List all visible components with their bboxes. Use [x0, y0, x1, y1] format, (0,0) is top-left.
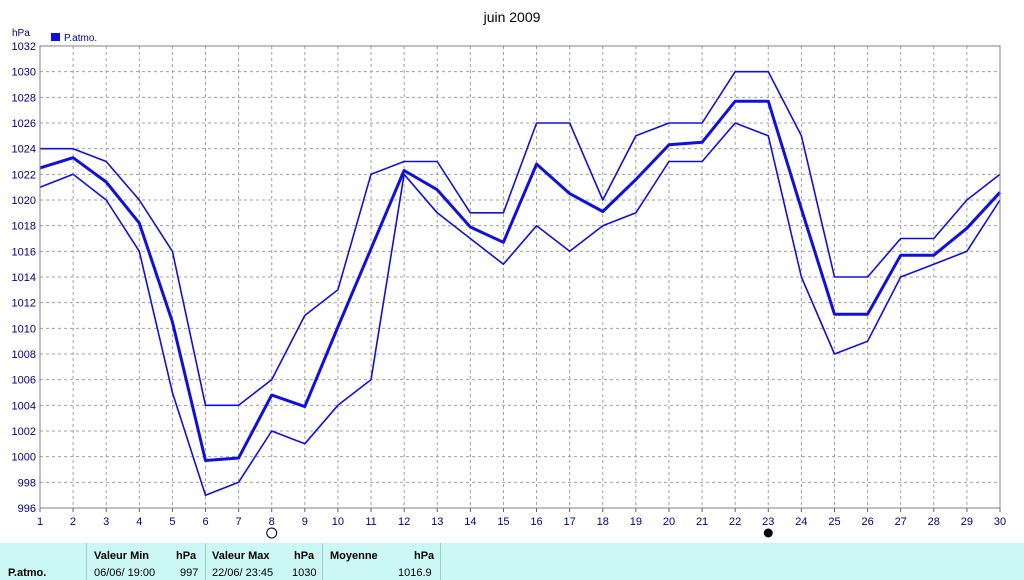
series-line-mean: [39, 99, 1002, 462]
y-tick-label: 996: [18, 503, 36, 515]
x-tick-labels: 1 2 3 4 5 6 7 8 9 10 11 12 13 14 15 16 17 18 19 20 21 22 23 24 2…: [37, 516, 1006, 528]
x-tick-label: 1: [37, 516, 43, 528]
stats-divider: [86, 543, 87, 580]
new-moon-icon: [266, 527, 278, 539]
y-tick-label: 1006: [12, 375, 36, 387]
stats-avg-unit: hPa: [414, 550, 435, 562]
x-tick-label: 18: [597, 516, 609, 528]
series-lines: [39, 70, 1002, 497]
x-tick-label: 21: [696, 516, 708, 528]
stats-max-value: 1030: [292, 567, 317, 579]
y-tick-label: 1020: [12, 195, 36, 207]
x-tick-label: 2: [70, 516, 76, 528]
x-tick-label: 12: [398, 516, 410, 528]
y-tick-label: 1004: [12, 400, 36, 412]
x-tick-label: 23: [762, 516, 774, 528]
x-tick-label: 15: [497, 516, 509, 528]
stats-max-date: 22/06/ 23:45: [212, 567, 274, 579]
x-tick-label: 7: [236, 516, 242, 528]
grid: [39, 45, 1001, 512]
x-tick-label: 14: [464, 516, 476, 528]
series-line-min: [39, 122, 1001, 497]
stats-min-date: 06/06/ 19:00: [94, 567, 156, 579]
plot-frame: [39, 45, 1001, 509]
stats-row-label: P.atmo.: [8, 567, 47, 579]
x-tick-label: 3: [103, 516, 109, 528]
x-tick-label: 22: [729, 516, 741, 528]
y-tick-label: 1000: [12, 452, 36, 464]
x-tick-label: 30: [994, 516, 1006, 528]
stats-max-header: Valeur Max: [212, 550, 270, 562]
y-tick-label: 1026: [12, 118, 36, 130]
stats-divider: [322, 543, 323, 580]
x-tick-label: 25: [828, 516, 840, 528]
y-tick-label: 1018: [12, 221, 36, 233]
moon-markers: [266, 527, 773, 539]
x-tick-label: 26: [861, 516, 873, 528]
x-tick-label: 8: [269, 516, 275, 528]
stats-avg-header: Moyenne: [330, 550, 378, 562]
full-moon-icon: [763, 528, 773, 538]
x-tick-label: 9: [302, 516, 308, 528]
x-tick-label: 13: [431, 516, 443, 528]
y-tick-label: 1002: [12, 426, 36, 438]
y-tick-label: 1032: [12, 41, 36, 53]
pressure-chart: juin 2009 hPa P.atmo. 996 998 1000 1002 1004…: [12, 9, 1006, 539]
y-tick-label: 1022: [12, 169, 36, 181]
y-tick-label: 1010: [12, 323, 36, 335]
x-tick-label: 16: [530, 516, 542, 528]
stats-min-unit: hPa: [176, 550, 197, 562]
legend-swatch: [51, 33, 60, 41]
x-tick-label: 19: [630, 516, 642, 528]
stats-bar: P.atmo. Valeur Min hPa 06/06/ 19:00 997 …: [0, 543, 1024, 580]
y-tick-label: 1028: [12, 92, 36, 104]
x-tick-label: 27: [895, 516, 907, 528]
legend-label: P.atmo.: [64, 33, 97, 44]
x-tick-label: 4: [136, 516, 142, 528]
y-tick-labels: 996 998 1000 1002 1004 1006 1008 1010 1012 1014 10…: [12, 41, 36, 515]
stats-avg-value: 1016.9: [398, 567, 432, 579]
stats-max-unit: hPa: [294, 550, 315, 562]
y-tick-label: 1014: [12, 272, 36, 284]
stats-min-header: Valeur Min: [94, 550, 150, 562]
chart-title: juin 2009: [483, 9, 541, 25]
x-tick-label: 6: [202, 516, 208, 528]
x-tick-label: 28: [928, 516, 940, 528]
y-tick-label: 1024: [12, 144, 36, 156]
y-tick-label: 998: [18, 477, 36, 489]
y-tick-label: 1012: [12, 298, 36, 310]
x-tick-label: 10: [332, 516, 344, 528]
stats-divider: [205, 543, 206, 580]
y-tick-label: 1016: [12, 246, 36, 258]
stats-min-value: 997: [180, 567, 199, 579]
x-tick-label: 24: [795, 516, 807, 528]
series-line-max: [40, 70, 1001, 407]
x-tick-label: 11: [365, 516, 376, 528]
x-tick-label: 17: [564, 516, 576, 528]
x-tick-label: 20: [663, 516, 675, 528]
x-tick-label: 5: [169, 516, 175, 528]
y-axis-unit: hPa: [12, 28, 30, 39]
y-tick-label: 1008: [12, 349, 36, 361]
stats-divider: [440, 543, 441, 580]
x-tick-label: 29: [961, 516, 973, 528]
y-tick-label: 1030: [12, 67, 36, 79]
